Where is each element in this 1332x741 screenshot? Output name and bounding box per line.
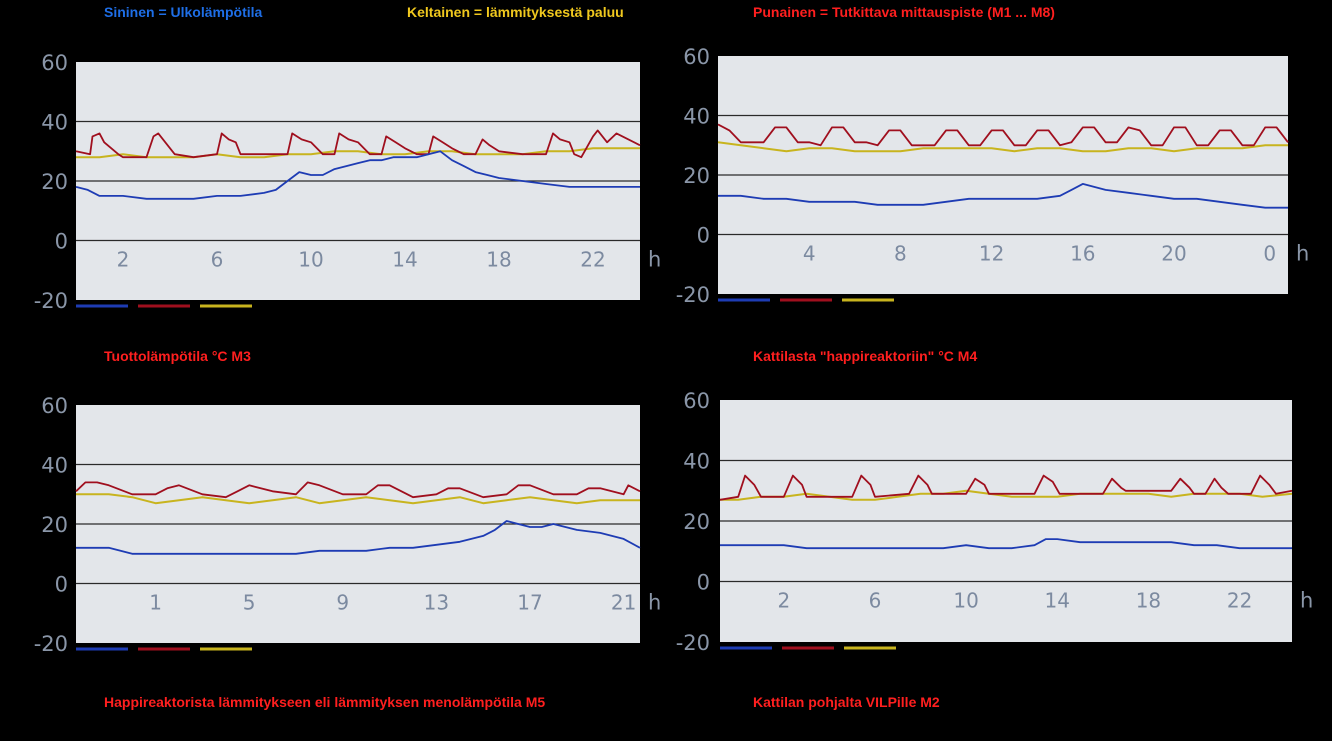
legend-red-text: Punainen = Tutkittava mittauspiste (M1 .… xyxy=(753,4,1055,20)
x-tick-label: 14 xyxy=(1045,589,1070,613)
x-tick-label: 14 xyxy=(392,247,417,271)
series-line-red xyxy=(717,123,1289,147)
y-tick-label: 40 xyxy=(683,450,710,474)
x-axis-unit-label: h xyxy=(1300,589,1313,613)
y-tick-label: -20 xyxy=(676,631,710,655)
chart-svg-m5: 60 40 20 0 -20 1 5 9 13 17 21 h xyxy=(34,394,662,656)
x-tick-label: 2 xyxy=(777,589,790,613)
y-tick-label: 20 xyxy=(41,513,68,537)
x-axis-unit-label: h xyxy=(648,590,661,614)
series-line-blue xyxy=(720,538,1292,550)
y-tick-label: 0 xyxy=(697,224,710,248)
series-line-blue xyxy=(718,182,1288,209)
x-tick-label: 20 xyxy=(1161,241,1186,265)
x-axis-unit-label: h xyxy=(1296,241,1309,265)
chart-panel-m2: 60 40 20 0 -20 2 6 10 14 18 22 h xyxy=(670,390,1320,658)
x-tick-label: 16 xyxy=(1070,241,1095,265)
y-tick-label: 60 xyxy=(41,394,68,418)
y-tick-label: 40 xyxy=(41,454,68,478)
caption-m4: Kattilasta "happireaktoriin" °C M4 xyxy=(753,348,978,364)
x-tick-label: 22 xyxy=(1227,589,1252,613)
chart-panel-m4: 60 40 20 0 -20 4 8 12 16 20 0 h xyxy=(670,44,1320,312)
x-tick-label: 18 xyxy=(1136,589,1161,613)
chart-svg-m2: 60 40 20 0 -20 2 6 10 14 18 22 h xyxy=(676,390,1314,655)
legend-blue-text: Sininen = Ulkolämpötila xyxy=(104,4,263,20)
x-tick-label: 13 xyxy=(424,590,449,614)
series-line-yellow xyxy=(717,141,1288,153)
chart-panel-m3: 60 40 20 0 -20 2 6 10 14 18 22 h xyxy=(28,50,668,318)
x-tick-label: 21 xyxy=(611,590,636,614)
series-line-yellow xyxy=(720,489,1293,501)
x-axis-unit-label: h xyxy=(648,247,661,271)
caption-m3: Tuottolämpötila °C M3 xyxy=(104,348,251,364)
y-tick-label: 60 xyxy=(41,51,68,75)
y-tick-label: 40 xyxy=(683,105,710,129)
x-tick-label: 1 xyxy=(149,590,162,614)
x-tick-label: 10 xyxy=(298,247,323,271)
x-tick-label: 10 xyxy=(953,589,978,613)
caption-m2: Kattilan pohjalta VILPille M2 xyxy=(753,694,940,710)
x-tick-label: 9 xyxy=(336,590,349,614)
y-tick-label: -20 xyxy=(676,283,710,307)
x-tick-label: 4 xyxy=(803,241,816,265)
y-tick-label: 40 xyxy=(41,111,68,135)
x-tick-label: 12 xyxy=(979,241,1004,265)
series-line-red xyxy=(75,129,641,159)
x-tick-label: 22 xyxy=(580,247,605,271)
chart-svg-m3: 60 40 20 0 -20 2 6 10 14 18 22 h xyxy=(34,51,662,313)
x-tick-label: 17 xyxy=(517,590,542,614)
x-tick-label: 18 xyxy=(486,247,511,271)
x-tick-label: 6 xyxy=(869,589,882,613)
x-tick-label: 2 xyxy=(117,247,130,271)
series-line-red xyxy=(75,481,641,499)
x-tick-label: 8 xyxy=(894,241,907,265)
y-tick-label: 0 xyxy=(55,573,68,597)
x-tick-label: 5 xyxy=(243,590,256,614)
y-tick-label: 60 xyxy=(683,390,710,413)
y-tick-label: 20 xyxy=(683,164,710,188)
y-tick-label: 20 xyxy=(41,170,68,194)
x-tick-label: 6 xyxy=(211,247,224,271)
y-tick-label: 0 xyxy=(697,571,710,595)
y-tick-label: 0 xyxy=(55,230,68,254)
y-tick-label: 60 xyxy=(683,45,710,69)
y-tick-label: 20 xyxy=(683,510,710,534)
series-line-yellow xyxy=(76,493,640,505)
series-line-blue xyxy=(76,520,641,555)
y-tick-label: -20 xyxy=(34,632,68,656)
x-tick-label: 0 xyxy=(1263,241,1276,265)
series-line-red xyxy=(719,474,1293,501)
legend-yellow-text: Keltainen = lämmityksestä paluu xyxy=(407,4,624,20)
caption-m5: Happireaktorista lämmitykseen eli lämmit… xyxy=(104,694,546,710)
chart-panel-m5: 60 40 20 0 -20 1 5 9 13 17 21 h xyxy=(28,393,668,661)
y-tick-label: -20 xyxy=(34,289,68,313)
series-line-blue xyxy=(75,150,640,200)
series-line-yellow xyxy=(76,147,640,159)
